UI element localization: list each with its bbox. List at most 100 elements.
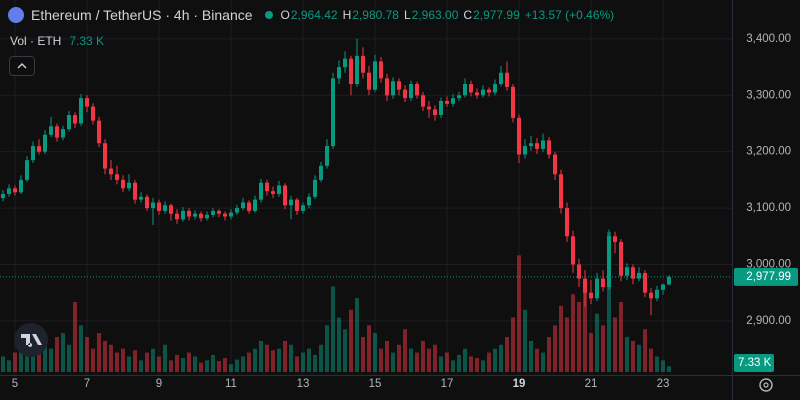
x-tick-label: 19 [513, 378, 526, 390]
volume-bar [631, 340, 635, 372]
volume-bar [571, 294, 575, 372]
logo-circle [14, 323, 48, 357]
volume-bar [229, 364, 233, 372]
volume-bar [541, 352, 545, 372]
collapse-button[interactable] [9, 56, 35, 76]
candle-body [613, 236, 617, 242]
candle-body [367, 72, 371, 90]
field-key: C [463, 8, 473, 22]
candle-body [91, 106, 95, 121]
candle-body [355, 55, 359, 85]
volume-bar [397, 344, 401, 372]
y-tick-label: 3,300.00 [746, 89, 791, 101]
candle-body [427, 106, 431, 110]
candle-body [637, 272, 641, 279]
candle-body [463, 84, 467, 96]
candle-body [223, 213, 227, 217]
volume-bar [559, 305, 563, 372]
volume-bar [235, 359, 239, 372]
candle-body [661, 284, 665, 290]
candle-body [295, 199, 299, 211]
candle-body [163, 205, 167, 211]
candle-body [655, 289, 659, 299]
volume-bar [553, 325, 557, 372]
candle-body [115, 174, 119, 180]
volume-bar [505, 337, 509, 372]
volume-bar [325, 325, 329, 372]
candle-body [649, 292, 653, 299]
x-tick-label: 17 [441, 378, 454, 390]
candle-body [541, 140, 545, 149]
candle-body [457, 95, 461, 99]
volume-badge-label: 7.33 K [738, 357, 772, 369]
volume-bar [79, 325, 83, 372]
volume-bar [547, 337, 551, 372]
volume-bar [415, 352, 419, 372]
status-dot [264, 11, 273, 19]
candle-body [1, 193, 5, 198]
candle-body [547, 140, 551, 155]
candle-body [583, 278, 587, 293]
volume-bar [169, 360, 173, 372]
candle-body [241, 202, 245, 209]
candle-body [211, 210, 215, 215]
volume-bar [205, 360, 209, 372]
candle-body [133, 182, 137, 200]
candle-body [97, 120, 101, 144]
ohlc-field: O2,964.42 [281, 8, 338, 22]
volume-bar [25, 354, 29, 372]
volume-bar [331, 286, 335, 372]
volume-bar [373, 333, 377, 372]
field-value: 2,977.99 [473, 8, 520, 22]
volume-bar [91, 348, 95, 372]
volume-bar [649, 348, 653, 372]
candle-body [445, 100, 449, 104]
volume-bar [277, 348, 281, 372]
volume-bar [265, 344, 269, 372]
volume-bar [181, 358, 185, 372]
candle-body [217, 210, 221, 214]
field-key: L [403, 8, 411, 22]
volume-bar [637, 344, 641, 372]
candle-body [433, 109, 437, 116]
volume-bar [523, 309, 527, 372]
candle-body [67, 115, 71, 130]
candle-body [523, 146, 527, 155]
candle-body [349, 58, 353, 85]
candle-body [43, 134, 47, 152]
candle-body [289, 199, 293, 206]
volume-bar [115, 352, 119, 372]
candle-body [487, 89, 491, 93]
ohlc-field: H2,980.78 [343, 8, 399, 22]
symbol-icon [8, 7, 24, 23]
candle-body [337, 67, 341, 79]
candle-body [313, 179, 317, 197]
candle-body [415, 84, 419, 96]
x-tick-label: 23 [657, 378, 670, 390]
logo-mark [21, 334, 42, 347]
volume-bar [43, 340, 47, 372]
candle-body [469, 84, 473, 93]
candle-body [601, 278, 605, 288]
candle-body [319, 165, 323, 180]
candle-body [667, 276, 671, 285]
x-tick-label: 11 [225, 378, 237, 390]
volume-bar [187, 352, 191, 372]
candle-body [193, 213, 197, 217]
candle-body [247, 202, 251, 211]
volume-bar [613, 317, 617, 372]
settings-icon[interactable] [759, 378, 773, 392]
candle-body [391, 81, 395, 96]
ohlc-field: L2,963.00 [404, 8, 458, 22]
x-tick-label: 9 [156, 378, 162, 390]
candle-body [271, 191, 275, 194]
volume-bar [145, 352, 149, 372]
x-tick-label: 7 [84, 378, 90, 390]
volume-bar [391, 352, 395, 372]
candle-body [643, 272, 647, 293]
volume-bar [139, 360, 143, 372]
candle-body [13, 188, 17, 193]
candle-body [61, 129, 65, 138]
